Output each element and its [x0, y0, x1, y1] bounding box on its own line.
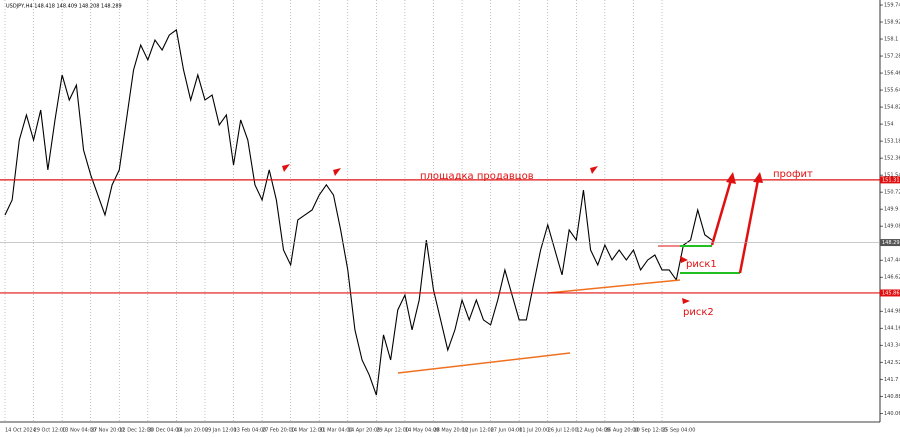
x-tick-label: 14 Mar 12:00 [291, 428, 324, 434]
y-tick-label: 149.9 [884, 207, 898, 213]
y-tick-label: 150.72 [884, 190, 900, 196]
y-tick-label: 154.82 [884, 105, 900, 111]
y-tick-label: 144.98 [884, 309, 900, 315]
y-tick-label: 156.46 [884, 71, 900, 77]
x-tick-label: 14 Apr 20:00 [348, 428, 381, 434]
y-tick-label: 141.7 [884, 377, 898, 383]
x-tick-label: 30 Dec 04:00 [148, 428, 182, 434]
x-tick-label: 25 Sep 04:00 [662, 428, 695, 434]
y-tick-label: 157.28 [884, 54, 900, 60]
trend-line [397, 352, 571, 374]
arrow [738, 179, 760, 274]
x-tick-label: 11 Jul 20:00 [519, 428, 549, 434]
x-tick-label: 28 May 20:00 [433, 428, 467, 434]
x-tick-label: 12 Dec 12:00 [119, 428, 153, 434]
y-tick-label: 154 [884, 122, 894, 128]
y-tick-label: 140.88 [884, 394, 900, 400]
x-tick-label: 13 Nov 04:00 [62, 428, 96, 434]
y-tick-label: 143.34 [884, 343, 900, 349]
x-tick-label: 31 Mar 04:00 [319, 428, 352, 434]
x-tick-label: 29 Jan 12:00 [205, 428, 237, 434]
price-tag [880, 239, 900, 247]
level-tag [880, 289, 900, 297]
annotation: риск1 [686, 259, 717, 270]
arrow-head [726, 172, 736, 184]
grid [4, 0, 663, 422]
x-tick-label: 27 Jun 04:00 [491, 428, 523, 434]
x-tick-label: 29 Oct 12:00 [34, 428, 67, 434]
y-tick-label: 158.92 [884, 20, 900, 26]
x-tick-label: 14 Jan 20:00 [176, 428, 208, 434]
y-tick-label: 144.16 [884, 326, 900, 332]
level-label: 151.31 [882, 177, 900, 183]
y-tick-label: 152.36 [884, 156, 900, 162]
y-tick-label: 151.54 [884, 173, 900, 179]
marker [682, 298, 690, 304]
y-tick-label: 149.08 [884, 224, 900, 230]
annotation: площадка продавцов [420, 171, 534, 182]
x-tick-label: 27 Feb 20:00 [262, 428, 295, 434]
x-tick-label: 26 Aug 20:00 [605, 428, 639, 434]
chart-title: USDJPY,H4 148.418 148.409 148.208 148.28… [6, 4, 122, 10]
y-tick-label: 140.06 [884, 411, 900, 417]
y-tick-label: 159.74 [884, 3, 900, 9]
x-tick-label: 13 Feb 04:00 [234, 428, 267, 434]
annotation: профит [773, 169, 813, 180]
marker [333, 168, 341, 176]
marker [680, 256, 688, 263]
x-tick-label: 14 May 04:00 [405, 428, 439, 434]
trend-line [547, 279, 681, 294]
y-tick-label: 142.52 [884, 360, 900, 366]
x-tick-label: 14 Oct 2024 [5, 428, 36, 434]
y-tick-label: 153.18 [884, 139, 900, 145]
price-line [4, 28, 713, 396]
x-tick-label: 29 Apr 12:00 [376, 428, 409, 434]
x-tick-label: 26 Jul 12:00 [548, 428, 578, 434]
x-tick-label: 27 Nov 20:00 [91, 428, 125, 434]
x-tick-label: 10 Sep 12:00 [633, 428, 666, 434]
annotation: риск2 [683, 307, 714, 318]
x-tick-label: 12 Jun 12:00 [462, 428, 494, 434]
y-tick-label: 147.44 [884, 258, 900, 264]
level-tag [880, 176, 900, 184]
arrow [710, 179, 733, 246]
x-tick-label: 12 Aug 04:00 [576, 428, 610, 434]
level-label: 145.86 [882, 290, 900, 296]
y-tick-label: 146.62 [884, 275, 900, 281]
y-tick-label: 155.64 [884, 88, 900, 94]
y-tick-label: 158.1 [884, 37, 898, 43]
marker [282, 164, 290, 172]
plot [4, 28, 713, 396]
marker [590, 166, 598, 174]
current-price-label: 148.29 [882, 240, 900, 246]
